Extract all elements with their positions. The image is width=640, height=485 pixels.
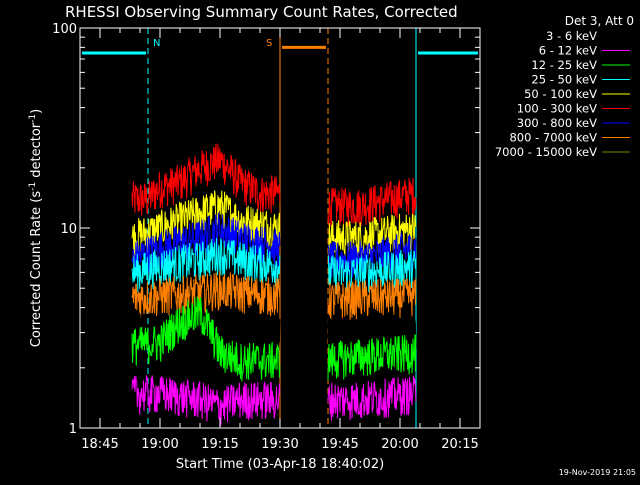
x-axis: 18:45 19:00 19:15 19:30 19:45 20:00 20:15 (81, 28, 479, 452)
series-100-300kev (131, 143, 417, 228)
x-tick-label: 19:00 (141, 437, 178, 452)
y-axis-label-part3: ) (29, 109, 44, 114)
series-6-12kev (131, 375, 417, 426)
legend-label: 300 - 800 keV (517, 116, 597, 130)
y-tick-label: 100 (52, 22, 77, 37)
footer-timestamp: 19-Nov-2019 21:05 (559, 468, 636, 477)
x-tick-label: 18:45 (81, 437, 118, 452)
legend-label: 12 - 25 keV (531, 58, 597, 72)
y-axis-label: Corrected Count Rate (s-1 detector-1) (28, 109, 44, 347)
legend-label: 800 - 7000 keV (509, 131, 597, 145)
series-trace (327, 177, 417, 228)
legend-label: 25 - 50 keV (531, 73, 597, 87)
series-layer (131, 143, 417, 426)
legend-label: 6 - 12 keV (539, 44, 597, 58)
series-trace (327, 334, 417, 381)
flag-N-label: N (153, 38, 160, 49)
x-tick-label: 20:15 (441, 437, 478, 452)
series-trace (327, 310, 417, 355)
series-trace (327, 375, 417, 421)
series-trace (131, 237, 281, 293)
series-trace (131, 212, 281, 276)
series-25-50kev (131, 237, 417, 295)
series-trace (131, 190, 281, 259)
legend-label: 7000 - 15000 keV (495, 145, 597, 159)
y-axis-label-part1: Corrected Count Rate (s (29, 191, 44, 348)
flag-S-label: S (266, 38, 272, 49)
legend-label: 50 - 100 keV (524, 87, 597, 101)
legend-label: 3 - 6 keV (546, 29, 597, 43)
x-tick-label: 19:15 (201, 437, 238, 452)
legend-header: Det 3, Att 0 (565, 14, 634, 28)
series-12-25kev (131, 296, 417, 382)
legend-label: 100 - 300 keV (517, 102, 597, 116)
series-trace (131, 271, 281, 319)
y-axis: 1 10 100 (52, 22, 480, 437)
series-trace (327, 213, 417, 259)
y-axis-label-sup1: -1 (28, 182, 38, 191)
series-trace (131, 143, 281, 216)
x-axis-label: Start Time (03-Apr-18 18:40:02) (176, 457, 384, 472)
y-tick-label: 10 (60, 222, 77, 237)
series-trace (327, 249, 417, 295)
x-tick-label: 19:30 (261, 437, 298, 452)
series-trace (131, 375, 281, 426)
y-axis-label-part2: detector (29, 122, 44, 182)
series-trace (327, 278, 417, 320)
chart-title: RHESSI Observing Summary Count Rates, Co… (65, 3, 458, 21)
series-800-7000kev (131, 271, 417, 320)
x-tick-label: 19:45 (321, 437, 358, 452)
series-trace (131, 296, 281, 382)
x-tick-label: 20:00 (381, 437, 418, 452)
y-axis-label-sup2: -1 (28, 114, 38, 123)
y-tick-label: 1 (69, 422, 77, 437)
series-50-100kev (131, 190, 417, 259)
